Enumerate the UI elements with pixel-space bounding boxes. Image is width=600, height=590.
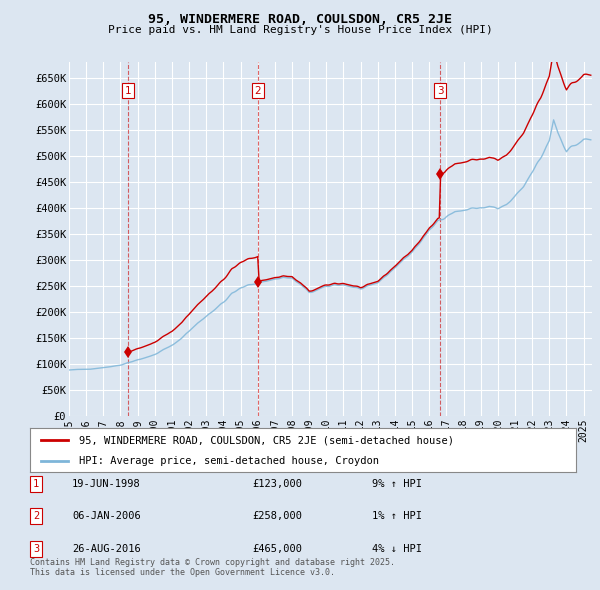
Text: 3: 3 [437,86,443,96]
Text: 9% ↑ HPI: 9% ↑ HPI [372,479,422,489]
Text: £258,000: £258,000 [252,512,302,521]
Text: HPI: Average price, semi-detached house, Croydon: HPI: Average price, semi-detached house,… [79,456,379,466]
Text: £123,000: £123,000 [252,479,302,489]
Text: 19-JUN-1998: 19-JUN-1998 [72,479,141,489]
Text: Contains HM Land Registry data © Crown copyright and database right 2025.
This d: Contains HM Land Registry data © Crown c… [30,558,395,577]
Text: 95, WINDERMERE ROAD, COULSDON, CR5 2JE: 95, WINDERMERE ROAD, COULSDON, CR5 2JE [148,13,452,26]
Text: 3: 3 [33,544,39,553]
Text: 26-AUG-2016: 26-AUG-2016 [72,544,141,553]
Text: 2: 2 [254,86,261,96]
Text: 2: 2 [33,512,39,521]
Text: 95, WINDERMERE ROAD, COULSDON, CR5 2JE (semi-detached house): 95, WINDERMERE ROAD, COULSDON, CR5 2JE (… [79,435,454,445]
Text: 4% ↓ HPI: 4% ↓ HPI [372,544,422,553]
Text: 06-JAN-2006: 06-JAN-2006 [72,512,141,521]
Text: 1: 1 [125,86,131,96]
Text: 1: 1 [33,479,39,489]
Text: 1% ↑ HPI: 1% ↑ HPI [372,512,422,521]
Text: £465,000: £465,000 [252,544,302,553]
Text: Price paid vs. HM Land Registry's House Price Index (HPI): Price paid vs. HM Land Registry's House … [107,25,493,35]
